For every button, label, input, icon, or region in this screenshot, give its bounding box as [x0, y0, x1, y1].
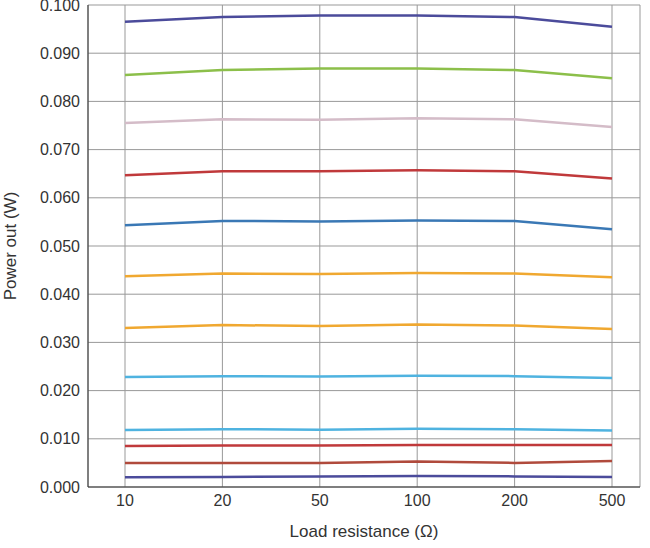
- svg-text:0.080: 0.080: [40, 93, 80, 110]
- svg-text:100: 100: [404, 492, 431, 509]
- svg-text:0.020: 0.020: [40, 382, 80, 399]
- svg-text:0.060: 0.060: [40, 189, 80, 206]
- svg-text:0.090: 0.090: [40, 45, 80, 62]
- svg-text:0.010: 0.010: [40, 430, 80, 447]
- svg-text:500: 500: [599, 492, 626, 509]
- svg-text:20: 20: [214, 492, 232, 509]
- svg-text:0.050: 0.050: [40, 238, 80, 255]
- svg-text:Power out (W): Power out (W): [8, 192, 20, 301]
- svg-text:0.000: 0.000: [40, 479, 80, 496]
- svg-text:50: 50: [311, 492, 329, 509]
- svg-text:0.030: 0.030: [40, 334, 80, 351]
- svg-text:10: 10: [116, 492, 134, 509]
- svg-text:200: 200: [501, 492, 528, 509]
- svg-text:Load resistance (Ω): Load resistance (Ω): [290, 522, 439, 541]
- svg-text:0.070: 0.070: [40, 141, 80, 158]
- svg-text:0.040: 0.040: [40, 286, 80, 303]
- svg-text:0.100: 0.100: [40, 0, 80, 14]
